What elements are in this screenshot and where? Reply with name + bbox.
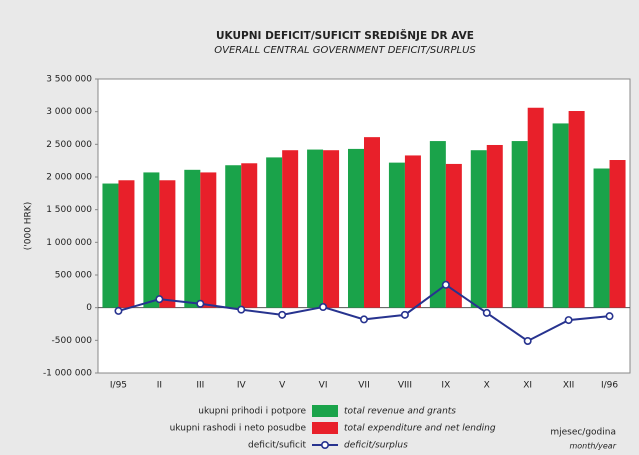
x-tick-label: IX — [441, 381, 450, 391]
bar — [364, 137, 380, 308]
bar — [282, 150, 299, 308]
y-tick-label: 2 500 000 — [46, 140, 92, 150]
bar — [552, 123, 569, 308]
bar — [404, 155, 421, 308]
line-marker — [482, 308, 491, 317]
line-marker — [155, 295, 164, 304]
bar — [159, 180, 176, 308]
legend-swatch-marker — [320, 440, 329, 449]
x-tick-label: VII — [358, 381, 369, 391]
bar — [323, 150, 340, 308]
line-marker — [278, 310, 287, 319]
legend-label-en: total expenditure and net lending — [344, 424, 496, 434]
x-tick-label: XII — [563, 381, 574, 391]
bar — [429, 141, 446, 308]
legend-swatch — [312, 405, 338, 417]
line-marker — [359, 315, 368, 324]
bar — [527, 107, 544, 308]
x-tick-label: II — [157, 381, 162, 391]
bar — [241, 163, 258, 308]
line-marker — [523, 336, 532, 345]
x-axis-label: mjesec/godina — [550, 428, 616, 438]
y-tick-label: -500 000 — [52, 336, 93, 346]
y-tick-label: -1 000 000 — [43, 369, 92, 379]
chart-subtitle: OVERALL CENTRAL GOVERNMENT DEFICIT/SURPL… — [214, 45, 476, 56]
x-tick-label: III — [196, 381, 204, 391]
bar — [609, 160, 626, 308]
legend-label: deficit/suficit — [248, 441, 306, 451]
line-marker — [196, 299, 205, 308]
line-marker — [400, 310, 409, 319]
legend-label-en: total revenue and grants — [344, 407, 456, 417]
bar — [511, 141, 528, 308]
bar — [593, 168, 610, 308]
bar — [307, 149, 324, 308]
x-tick-label: X — [484, 381, 490, 391]
line-marker — [441, 280, 450, 289]
bar — [470, 150, 487, 308]
bar — [118, 180, 135, 308]
y-tick-label: 3 500 000 — [46, 75, 92, 85]
x-tick-label: IV — [237, 381, 247, 391]
line-marker — [605, 312, 614, 321]
bar — [143, 172, 160, 308]
x-tick-label: I/96 — [601, 381, 618, 391]
x-tick-label: VI — [319, 381, 328, 391]
line-marker — [564, 316, 573, 325]
bar — [486, 144, 503, 308]
y-tick-label: 500 000 — [55, 271, 92, 281]
x-tick-label: XI — [523, 381, 532, 391]
x-tick-label: VIII — [398, 381, 412, 391]
bar — [348, 148, 364, 308]
chart-title: UKUPNI DEFICIT/SUFICIT SREDIŠNJE DR AVE — [216, 29, 474, 42]
y-tick-label: 1 500 000 — [46, 205, 92, 215]
legend-swatch — [312, 422, 338, 434]
bar — [225, 165, 242, 308]
x-axis-label-en: month/year — [569, 442, 616, 451]
bar — [102, 183, 119, 308]
legend-label-en: deficit/surplus — [344, 441, 408, 451]
y-tick-label: 3 000 000 — [46, 107, 92, 117]
legend-label: ukupni prihodi i potpore — [198, 407, 306, 417]
y-tick-label: 0 — [86, 303, 92, 313]
line-marker — [114, 306, 123, 315]
bar — [445, 163, 462, 308]
bar — [200, 172, 217, 308]
x-tick-label: V — [279, 381, 286, 391]
y-tick-label: 1 000 000 — [46, 238, 92, 248]
y-axis-label: ('000 HRK) — [24, 202, 34, 250]
x-tick-label: I/95 — [110, 381, 127, 391]
bar — [388, 162, 405, 308]
line-marker — [319, 303, 328, 312]
legend-label: ukupni rashodi i neto posudbe — [170, 424, 307, 434]
y-tick-label: 2 000 000 — [46, 173, 92, 183]
bar — [266, 157, 283, 308]
bar — [184, 169, 201, 308]
bar — [568, 111, 585, 308]
line-marker — [237, 305, 246, 314]
